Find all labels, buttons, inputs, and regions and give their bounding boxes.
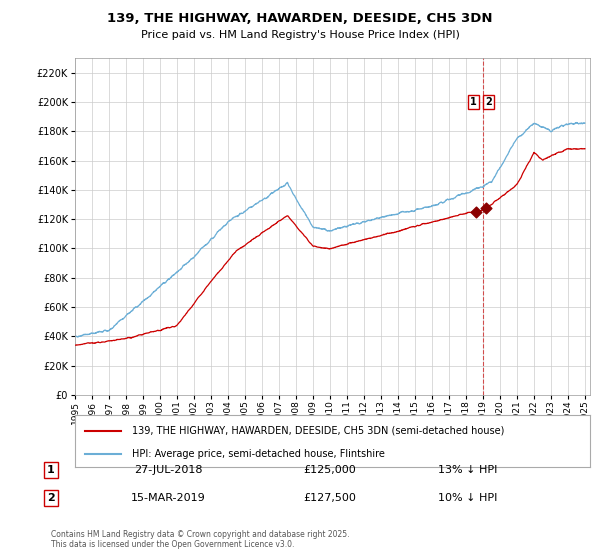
Text: 27-JUL-2018: 27-JUL-2018 [134, 465, 202, 475]
Text: 2: 2 [47, 493, 55, 503]
Point [471, 207, 481, 216]
Text: Contains HM Land Registry data © Crown copyright and database right 2025.
This d: Contains HM Land Registry data © Crown c… [51, 530, 349, 549]
Text: 2: 2 [485, 97, 492, 107]
Text: 139, THE HIGHWAY, HAWARDEN, DEESIDE, CH5 3DN: 139, THE HIGHWAY, HAWARDEN, DEESIDE, CH5… [107, 12, 493, 25]
Text: 1: 1 [47, 465, 55, 475]
Text: 15-MAR-2019: 15-MAR-2019 [131, 493, 205, 503]
Text: 10% ↓ HPI: 10% ↓ HPI [439, 493, 497, 503]
Text: HPI: Average price, semi-detached house, Flintshire: HPI: Average price, semi-detached house,… [131, 449, 385, 459]
Text: Price paid vs. HM Land Registry's House Price Index (HPI): Price paid vs. HM Land Registry's House … [140, 30, 460, 40]
Text: £127,500: £127,500 [304, 493, 356, 503]
Text: 13% ↓ HPI: 13% ↓ HPI [439, 465, 497, 475]
Text: 1: 1 [470, 97, 477, 107]
Point [482, 204, 491, 213]
Text: 139, THE HIGHWAY, HAWARDEN, DEESIDE, CH5 3DN (semi-detached house): 139, THE HIGHWAY, HAWARDEN, DEESIDE, CH5… [131, 426, 504, 436]
Text: £125,000: £125,000 [304, 465, 356, 475]
